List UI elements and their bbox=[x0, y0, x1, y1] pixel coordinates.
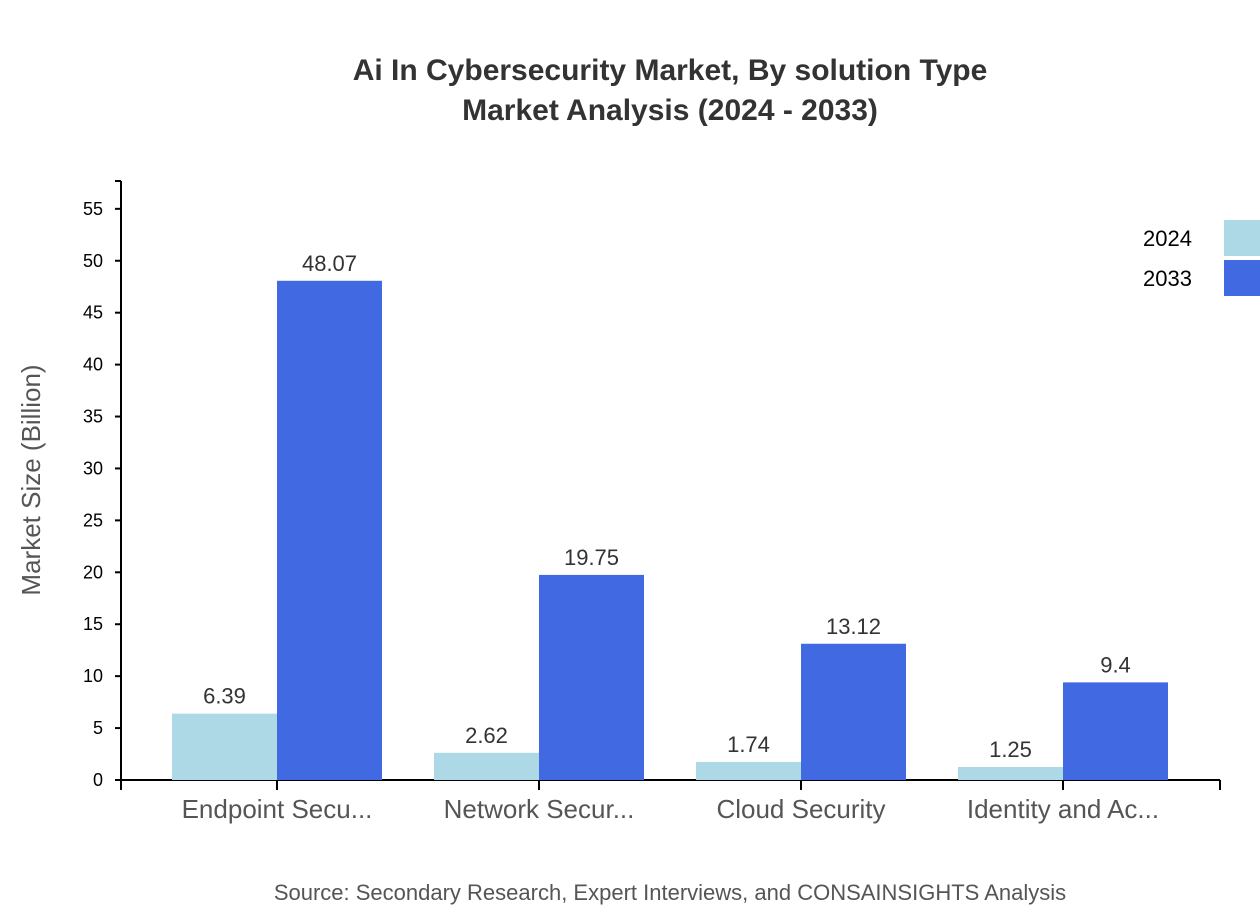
bars: 6.39 48.07 2.62 19.75 1.74 13.12 1.25 9.4 bbox=[172, 251, 1168, 780]
legend: 2024 2033 bbox=[1143, 220, 1260, 296]
legend-label: 2024 bbox=[1143, 226, 1192, 251]
y-tick-label: 5 bbox=[93, 718, 103, 738]
legend-label: 2033 bbox=[1143, 266, 1192, 291]
y-tick-label: 55 bbox=[83, 199, 103, 219]
y-tick-label: 25 bbox=[83, 510, 103, 530]
bar-2033 bbox=[539, 574, 644, 780]
bar-2024 bbox=[958, 767, 1063, 780]
y-tick-label: 30 bbox=[83, 458, 103, 478]
chart-subtitle: Market Analysis (2024 - 2033) bbox=[462, 94, 878, 127]
bar-2033 bbox=[1063, 682, 1168, 780]
legend-swatch-2033 bbox=[1224, 260, 1260, 296]
y-tick-label: 50 bbox=[83, 251, 103, 271]
bar-value-label: 13.12 bbox=[826, 614, 881, 639]
x-tick-label: Network Secur... bbox=[444, 794, 635, 824]
y-tick-label: 40 bbox=[83, 355, 103, 375]
x-tick-label: Endpoint Secu... bbox=[182, 794, 373, 824]
bar-2033 bbox=[801, 643, 906, 780]
y-tick-label: 15 bbox=[83, 614, 103, 634]
y-axis: 0 5 10 15 20 25 30 35 40 45 50 55 bbox=[83, 180, 122, 790]
y-tick-label: 35 bbox=[83, 407, 103, 427]
bar-2024 bbox=[172, 713, 277, 780]
bar-value-label: 19.75 bbox=[564, 545, 619, 570]
bar-2024 bbox=[434, 752, 539, 780]
chart-title: Ai In Cybersecurity Market, By solution … bbox=[353, 54, 988, 87]
y-tick-label: 10 bbox=[83, 666, 103, 686]
y-axis-title: Market Size (Billion) bbox=[16, 364, 46, 595]
x-tick-label: Identity and Ac... bbox=[967, 794, 1159, 824]
bar-value-label: 2.62 bbox=[465, 723, 508, 748]
y-tick-label: 0 bbox=[93, 770, 103, 790]
bar-2024 bbox=[696, 761, 801, 780]
bar-value-label: 9.4 bbox=[1100, 652, 1131, 677]
bar-2033 bbox=[277, 280, 382, 780]
bar-value-label: 48.07 bbox=[302, 251, 357, 276]
y-tick-label: 45 bbox=[83, 303, 103, 323]
x-axis: Endpoint Secu... Network Secur... Cloud Se… bbox=[120, 779, 1221, 824]
bar-value-label: 1.25 bbox=[989, 737, 1032, 762]
source-note: Source: Secondary Research, Expert Inter… bbox=[274, 880, 1066, 905]
x-tick-label: Cloud Security bbox=[716, 794, 885, 824]
y-tick-label: 20 bbox=[83, 562, 103, 582]
bar-value-label: 1.74 bbox=[727, 732, 770, 757]
legend-swatch-2024 bbox=[1224, 220, 1260, 256]
bar-value-label: 6.39 bbox=[203, 684, 246, 709]
